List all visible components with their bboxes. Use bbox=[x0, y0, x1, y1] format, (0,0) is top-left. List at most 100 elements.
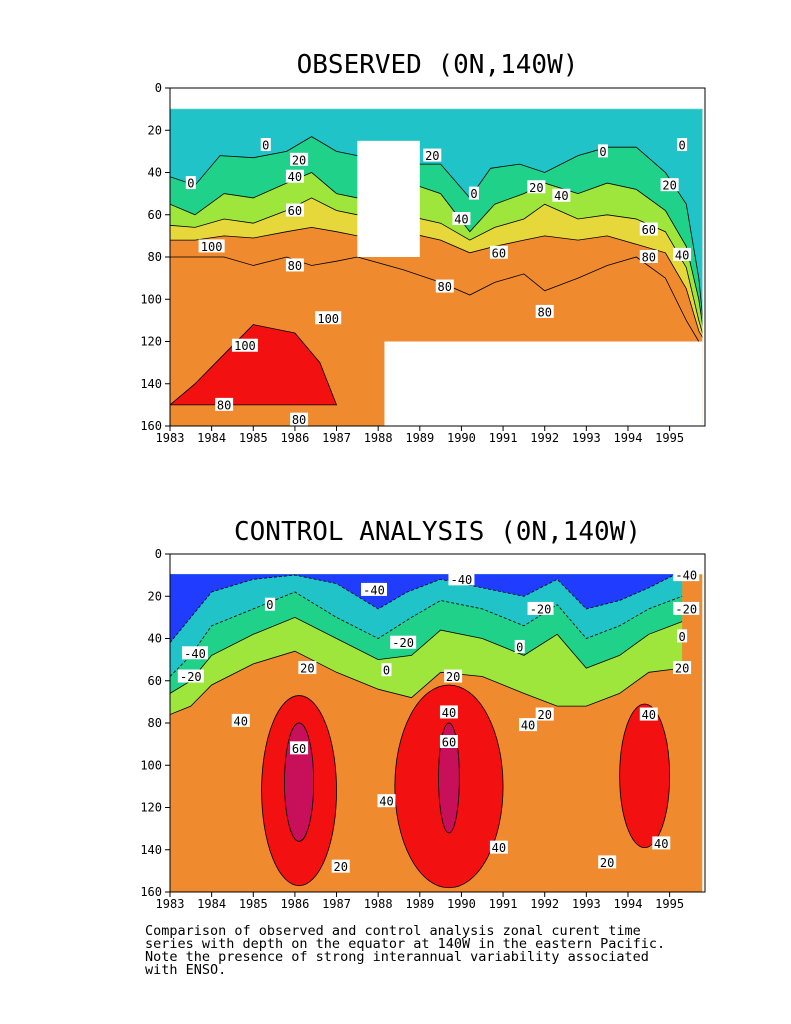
x-tick-label: 1992 bbox=[530, 431, 559, 445]
contour-level-20 bbox=[170, 172, 703, 327]
contour-label-bg bbox=[677, 629, 688, 643]
contour-label-bg bbox=[264, 597, 275, 611]
x-tick-label: 1983 bbox=[156, 897, 185, 911]
contour-label: 80 bbox=[642, 251, 656, 265]
x-tick-label: 1993 bbox=[572, 897, 601, 911]
contour-label-bg bbox=[331, 859, 350, 873]
contour-label-bg bbox=[673, 247, 692, 261]
contour-label: 40 bbox=[492, 841, 506, 855]
contour-label-bg bbox=[215, 397, 234, 411]
contour-label-bg bbox=[377, 794, 396, 808]
contour-label: -20 bbox=[675, 602, 697, 616]
x-tick-label: 1989 bbox=[405, 431, 434, 445]
x-tick-label: 1994 bbox=[614, 431, 643, 445]
contour-label-bg bbox=[198, 239, 225, 253]
contour-level-100 bbox=[170, 324, 338, 406]
contour-label: 40 bbox=[454, 212, 468, 226]
contour-label: 0 bbox=[678, 630, 685, 644]
contour-label: 20 bbox=[662, 179, 676, 193]
contour-fill-group bbox=[170, 108, 703, 426]
contour-label: 80 bbox=[537, 305, 551, 319]
contour-label: 0 bbox=[678, 139, 685, 153]
contour-label: 60 bbox=[492, 246, 506, 260]
contour-label: 80 bbox=[292, 413, 306, 427]
contour-label: 60 bbox=[292, 742, 306, 756]
x-tick-label: 1986 bbox=[280, 431, 309, 445]
contour-label-bg bbox=[489, 245, 508, 259]
contour-label-bg bbox=[677, 138, 688, 152]
contour-label: 0 bbox=[266, 598, 273, 612]
observed-chart: OBSERVED (0N,140W) 0 0 20 40 60 100 80 100 100 80 8… bbox=[140, 50, 706, 445]
x-tick-label: 1984 bbox=[197, 431, 226, 445]
contour-label: 40 bbox=[654, 837, 668, 851]
missing-top bbox=[170, 108, 703, 110]
contour-level-0 bbox=[170, 616, 683, 694]
contour-label-bg bbox=[552, 188, 571, 202]
contour-label-bg bbox=[598, 855, 617, 869]
figure-caption: Comparison of observed and control analy… bbox=[145, 923, 666, 978]
contour-label: 60 bbox=[442, 736, 456, 750]
x-tick-label: 1994 bbox=[614, 897, 643, 911]
contour-label: 20 bbox=[292, 153, 306, 167]
contour-label: -40 bbox=[675, 569, 697, 583]
contour-label: 80 bbox=[288, 259, 302, 273]
contour-label-bg bbox=[639, 707, 658, 721]
contour-label-bg bbox=[673, 661, 692, 675]
contour-label-bg bbox=[290, 741, 309, 755]
contour-core-60-0 bbox=[284, 722, 315, 842]
missing-deep bbox=[384, 341, 703, 426]
contour-label-bg bbox=[527, 180, 546, 194]
contour-label: 20 bbox=[425, 149, 439, 163]
contour-label: 0 bbox=[470, 187, 477, 201]
contour-label-bg bbox=[285, 258, 304, 272]
contour-label: -20 bbox=[392, 636, 414, 650]
contour-label-bg bbox=[652, 836, 671, 850]
contour-label-bg bbox=[231, 338, 258, 352]
contour-label: 60 bbox=[288, 204, 302, 218]
y-tick-label: 100 bbox=[140, 758, 162, 772]
x-tick-label: 1986 bbox=[280, 897, 309, 911]
contour-label-bg bbox=[673, 601, 700, 615]
band-level--20 bbox=[170, 574, 683, 677]
contour-label-bg bbox=[290, 152, 309, 166]
contour-label: 100 bbox=[234, 339, 256, 353]
y-tick-label: 80 bbox=[148, 716, 162, 730]
contour-label-bg bbox=[181, 646, 208, 660]
contour-label-bg bbox=[535, 707, 554, 721]
x-tick-label: 1992 bbox=[530, 897, 559, 911]
contour-label: 40 bbox=[288, 170, 302, 184]
contour-level-80 bbox=[170, 256, 700, 342]
contour-label-bg bbox=[673, 568, 700, 582]
contour-label-bg bbox=[468, 186, 479, 200]
x-tick-label: 1990 bbox=[447, 897, 476, 911]
contour-label-bg bbox=[298, 661, 317, 675]
x-tick-label: 1990 bbox=[447, 431, 476, 445]
contour-label: 40 bbox=[521, 719, 535, 733]
contour-label: 80 bbox=[438, 280, 452, 294]
contour-label: 20 bbox=[529, 181, 543, 195]
contour-label: 60 bbox=[642, 223, 656, 237]
x-tick-label: 1987 bbox=[322, 897, 351, 911]
x-tick-label: 1984 bbox=[197, 897, 226, 911]
contour-label: 0 bbox=[262, 139, 269, 153]
y-tick-label: 80 bbox=[148, 250, 162, 264]
contour-label-bg bbox=[527, 601, 554, 615]
contour-label: 20 bbox=[537, 708, 551, 722]
contour-label-bg bbox=[639, 250, 658, 263]
missing-gap-1987 bbox=[357, 140, 420, 257]
y-tick-label: 140 bbox=[140, 843, 162, 857]
y-tick-label: 160 bbox=[140, 885, 162, 899]
contour-label-bg bbox=[439, 705, 458, 719]
contour-label-bg bbox=[639, 222, 658, 236]
contour-level--20 bbox=[170, 591, 683, 677]
contour-label-bg bbox=[519, 718, 538, 732]
contour-label-bg bbox=[514, 639, 525, 653]
contour-label: 20 bbox=[675, 662, 689, 676]
contour-label-bg bbox=[444, 669, 463, 683]
contour-label: 40 bbox=[442, 706, 456, 720]
contour-label: 20 bbox=[600, 856, 614, 870]
contour-label: 0 bbox=[599, 145, 606, 159]
y-tick-label: 20 bbox=[148, 123, 162, 137]
contour-label-bg bbox=[489, 840, 508, 854]
contour-label-bg bbox=[177, 669, 204, 683]
